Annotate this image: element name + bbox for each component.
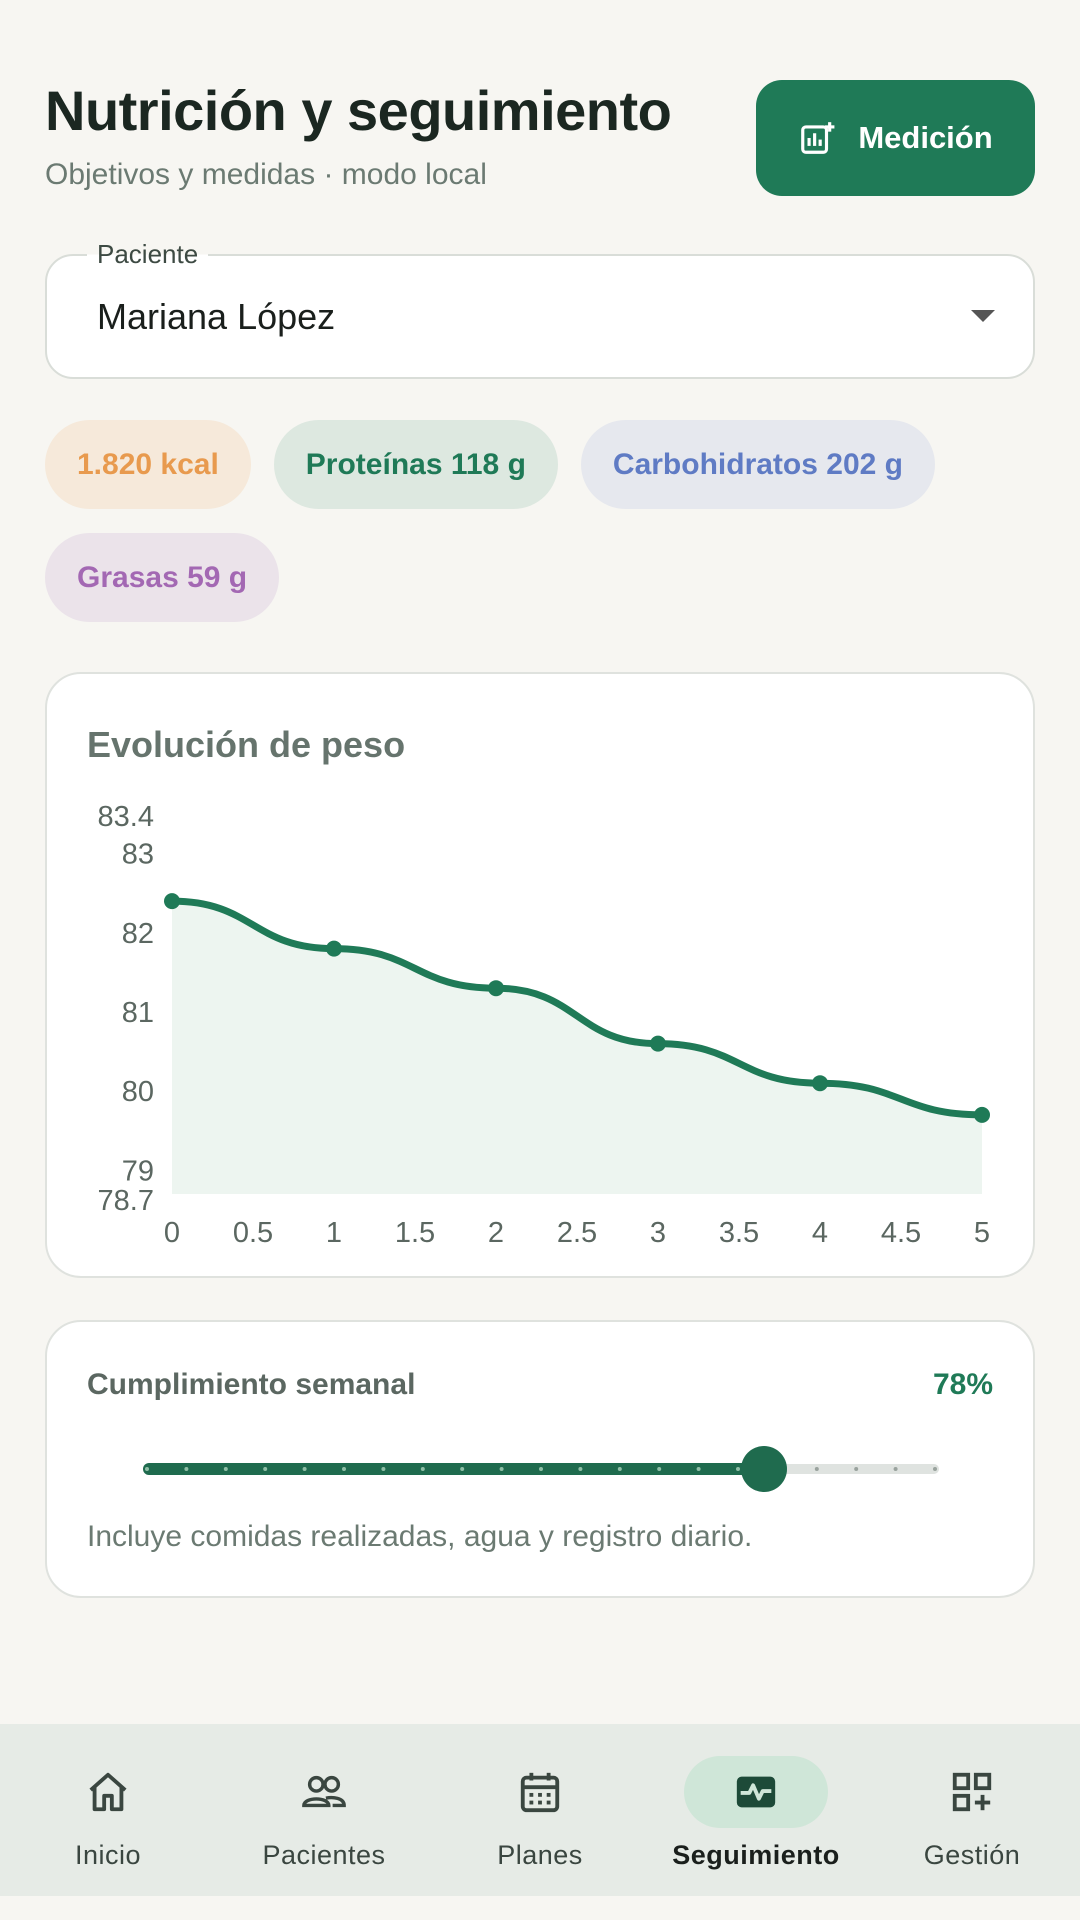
x-tick-label: 0.5 — [233, 1217, 273, 1249]
chart-title: Evolución de peso — [87, 724, 406, 765]
slider-tick — [420, 1467, 425, 1471]
nav-label-inicio: Inicio — [74, 1840, 142, 1870]
slider-fill — [143, 1463, 764, 1475]
page-title: Nutrición y seguimiento — [45, 79, 672, 142]
weekly-compliance-card: Cumplimiento semanal 78% Incluye comidas… — [45, 1320, 1035, 1598]
compliance-slider[interactable] — [143, 1446, 939, 1492]
compliance-value: 78% — [932, 1368, 993, 1401]
macro-chips: 1.820 kcal Proteínas 118 g Carbohidratos… — [45, 420, 1045, 622]
nav-item-seguimiento[interactable]: Seguimiento — [648, 1724, 864, 1896]
patient-select[interactable]: Paciente Mariana López — [45, 239, 1035, 379]
chart-area — [172, 901, 982, 1194]
slider-tick — [736, 1467, 740, 1471]
dropdown-arrow-icon — [971, 310, 995, 322]
slider-ticks — [145, 1467, 937, 1471]
chart-point — [974, 1106, 990, 1123]
page-subtitle: Objetivos y medidas · modo local — [45, 158, 487, 191]
chart-point — [812, 1075, 828, 1092]
y-tick-label: 81 — [122, 997, 154, 1029]
weight-chart-card: Evolución de peso 83.4 83 82 81 80 79 78.7 0 0.5… — [45, 672, 1035, 1278]
slider-tick — [381, 1467, 386, 1471]
x-tick-label: 3 — [650, 1217, 666, 1249]
y-tick-label: 79 — [122, 1155, 154, 1187]
slider-tick — [184, 1467, 189, 1471]
chart-point — [164, 893, 180, 910]
x-tick-label: 4 — [812, 1217, 828, 1249]
chart-point — [488, 980, 504, 997]
slider-tick — [854, 1467, 859, 1471]
y-tick-label: 80 — [122, 1076, 154, 1108]
chart-line — [168, 897, 986, 1119]
grid-add-icon — [952, 1772, 992, 1812]
slider-tick — [578, 1467, 583, 1471]
nav-label-gestion: Gestión — [923, 1840, 1021, 1870]
y-tick-label: 82 — [122, 918, 154, 950]
calendar-icon — [520, 1772, 560, 1813]
slider-tick — [657, 1467, 662, 1471]
x-tick-label: 0 — [164, 1217, 180, 1249]
slider-tick — [499, 1467, 504, 1471]
home-icon — [89, 1772, 127, 1812]
y-tick-label: 78.7 — [98, 1185, 154, 1217]
nav-item-inicio[interactable]: Inicio — [0, 1724, 216, 1896]
slider-tick — [263, 1467, 268, 1471]
add-measurement-button[interactable]: Medición — [756, 80, 1035, 196]
x-tick-label: 3.5 — [719, 1217, 759, 1249]
patient-value: Mariana López — [97, 296, 336, 337]
slider-tick — [814, 1467, 819, 1471]
monitor-heart-icon — [736, 1776, 776, 1808]
slider-tick — [223, 1467, 228, 1471]
nav-label-seguimiento: Seguimiento — [672, 1840, 840, 1870]
slider-tick — [145, 1467, 149, 1471]
add-chart-icon — [801, 122, 835, 154]
chip-carbohydrates: Carbohidratos 202 g — [580, 420, 935, 509]
nav-label-pacientes: Pacientes — [262, 1840, 386, 1870]
slider-tick — [893, 1467, 898, 1471]
x-tick-label: 1 — [326, 1217, 342, 1249]
nav-item-pacientes[interactable]: Pacientes — [216, 1724, 432, 1896]
chip-calories: 1.820 kcal — [45, 420, 251, 509]
slider-tick — [460, 1467, 465, 1471]
bottom-navigation: Inicio Pacientes Planes — [0, 1724, 1080, 1896]
patient-label: Paciente — [87, 239, 209, 270]
x-tick-label: 2.5 — [557, 1217, 597, 1249]
people-icon — [302, 1775, 346, 1808]
y-tick-label: 83.4 — [98, 801, 154, 833]
chart-point — [650, 1035, 666, 1052]
x-tick-label: 1.5 — [395, 1217, 435, 1249]
x-tick-label: 4.5 — [881, 1217, 921, 1249]
compliance-title: Cumplimiento semanal — [87, 1368, 416, 1401]
nav-label-planes: Planes — [497, 1840, 583, 1870]
x-tick-label: 5 — [974, 1217, 990, 1249]
nav-item-gestion[interactable]: Gestión — [864, 1724, 1080, 1896]
slider-tick — [342, 1467, 346, 1471]
x-tick-label: 2 — [488, 1217, 504, 1249]
y-tick-label: 83 — [122, 839, 154, 871]
header: Nutrición y seguimiento Objetivos y medi… — [45, 78, 685, 192]
slider-thumb[interactable] — [740, 1446, 787, 1492]
slider-tick — [302, 1467, 307, 1471]
slider-tick — [617, 1467, 622, 1471]
chip-proteins: Proteínas 118 g — [273, 420, 558, 509]
add-measurement-label: Medición — [858, 120, 993, 155]
slider-tick — [696, 1467, 701, 1471]
compliance-note: Incluye comidas realizadas, agua y regis… — [87, 1520, 753, 1553]
slider-tick — [933, 1467, 937, 1471]
chip-fats: Grasas 59 g — [45, 533, 280, 622]
chart-point — [326, 940, 342, 957]
slider-tick — [539, 1467, 543, 1471]
nav-item-planes[interactable]: Planes — [432, 1724, 648, 1896]
